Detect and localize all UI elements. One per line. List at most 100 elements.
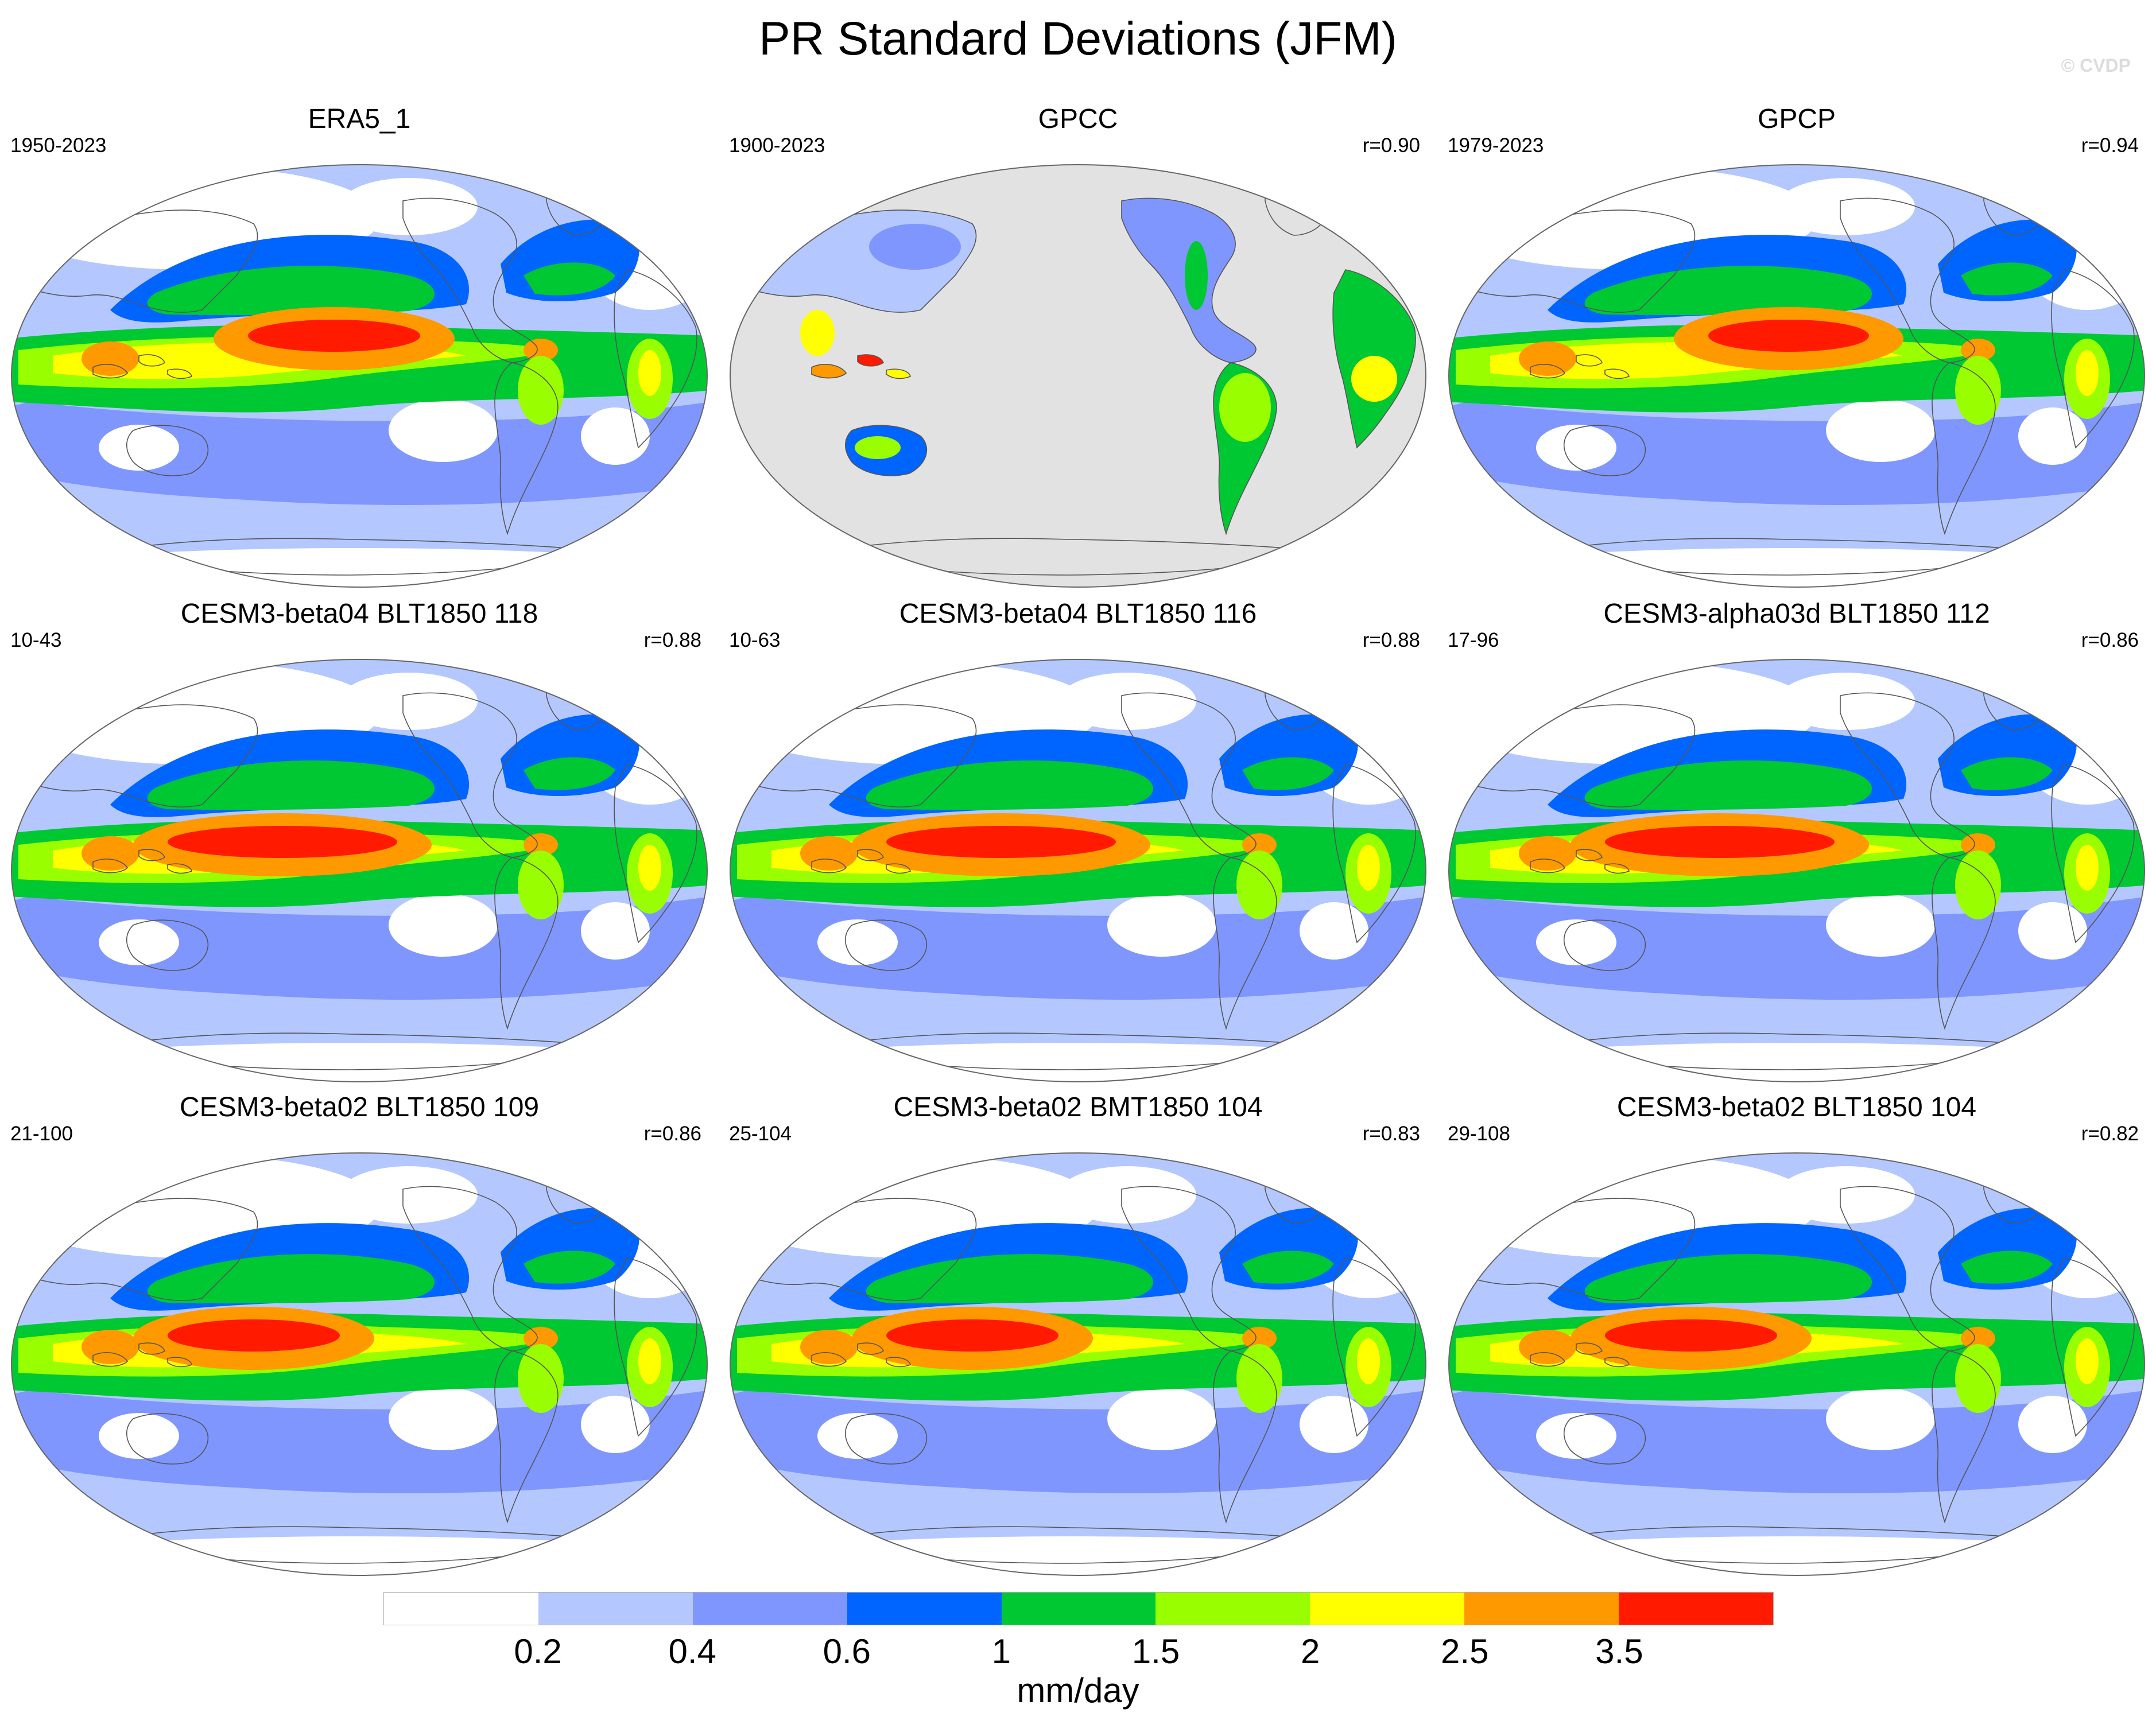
atlantic-itcz-orange (1242, 833, 1277, 857)
coastline-2 (1461, 209, 1696, 313)
coastline-5 (92, 1352, 129, 1367)
colorbar-swatch (1001, 1593, 1156, 1625)
se-pacific-dry (1826, 398, 1935, 463)
coastline-4 (126, 1413, 209, 1465)
se-pacific-dry (389, 893, 498, 957)
coastline-5 (92, 859, 129, 873)
arctic-dry (1058, 1166, 1196, 1224)
map-panel: ERA5_1 1950-2023 (0, 101, 719, 606)
coastline-4 (845, 1413, 928, 1465)
global-map (730, 164, 1426, 588)
arctic-dry (1777, 673, 1915, 730)
coastline-6 (1576, 1342, 1603, 1355)
global-map (1448, 164, 2145, 588)
coastline-1 (1213, 1350, 1277, 1524)
panel-correlation: r=0.83 (1362, 1123, 1420, 1145)
atlantic-itcz-orange (1961, 338, 1995, 362)
panel-years: 1979-2023 (1448, 134, 1544, 157)
colorbar-swatch (1310, 1593, 1465, 1625)
se-atlantic-dry (1300, 1396, 1368, 1453)
atlantic-itcz-orange (523, 833, 558, 857)
atlantic-itcz-orange (1961, 1326, 1995, 1350)
coastline-3 (614, 1257, 697, 1437)
coastline-3 (1332, 269, 1416, 449)
map-border (730, 1152, 1426, 1576)
panel-years: 1900-2023 (729, 134, 825, 157)
coastline-1 (494, 362, 559, 535)
map-border (1448, 164, 2145, 588)
map-fill (730, 659, 1426, 1082)
australia-dry (1536, 1412, 1616, 1459)
coastline-5 (1530, 1352, 1566, 1367)
panel-years: 21-100 (10, 1123, 73, 1145)
colorbar-level-label: 1 (991, 1632, 1011, 1671)
coastline-2 (742, 209, 977, 313)
panel-years: 17-96 (1448, 629, 1499, 651)
africa-convection-core (2076, 845, 2099, 891)
warm-pool-red (886, 1319, 1058, 1352)
atlantic-green (524, 1251, 615, 1284)
colorbar-swatch (538, 1593, 693, 1625)
nw-coast-high (1185, 241, 1208, 310)
panel-title: CESM3-beta02 BLT1850 104 (1616, 1092, 1977, 1123)
coastline-4 (1564, 1413, 1646, 1465)
indian-ocean-orange (1519, 1330, 1576, 1364)
coastline-2 (742, 704, 977, 807)
global-map (11, 1152, 708, 1576)
colorbar-level-label: 1.5 (1131, 1632, 1180, 1671)
global-map (1448, 1152, 2145, 1576)
atlantic-green (1961, 1251, 2053, 1284)
colorbar-labels: 0.2 0.4 0.6 1 1.5 2 2.5 3.5 (383, 1629, 1774, 1675)
coastline-0 (1840, 692, 1975, 858)
map-fill (730, 1153, 1426, 1575)
arctic-dry (340, 1166, 478, 1224)
cvdp-watermark: © CVDP (2061, 55, 2131, 76)
coastline-4 (1564, 919, 1646, 971)
global-map (730, 659, 1426, 1082)
map-fill (11, 1153, 707, 1575)
colorbar-swatch (384, 1593, 538, 1625)
global-map (11, 164, 708, 588)
map-border (730, 164, 1426, 588)
se-pacific-dry (389, 1387, 498, 1451)
north-pacific-green (866, 760, 1153, 810)
coastline-4 (1564, 425, 1646, 476)
se-pacific-dry (389, 398, 498, 463)
coastline-7 (167, 368, 192, 379)
coastline-6 (1576, 354, 1603, 367)
coastline-5 (92, 364, 129, 379)
atlantic-green (524, 757, 615, 790)
coastline-4 (126, 919, 209, 971)
map-panel: CESM3-beta04 BLT1850 116 10-63 r=0.88 (719, 596, 1437, 1101)
coastline-0 (1121, 197, 1257, 363)
global-map (1448, 659, 2145, 1082)
coastline-7 (1604, 1357, 1630, 1368)
map-panel: CESM3-beta02 BLT1850 109 21-100 r=0.86 (0, 1089, 719, 1594)
coastline-7 (167, 1357, 192, 1368)
coastline-3 (2051, 764, 2135, 943)
map-fill (11, 165, 707, 587)
global-map (11, 659, 708, 1082)
coastline-6 (138, 849, 166, 861)
figure-title: PR Standard Deviations (JFM) (759, 13, 1397, 65)
indian-ocean-orange (800, 1330, 858, 1364)
colorbar-level-label: 2 (1300, 1632, 1320, 1671)
north-pacific-green (147, 266, 435, 316)
south-america-convection (1955, 356, 2001, 425)
coastline-0 (1121, 1186, 1257, 1352)
se-atlantic-dry (2018, 407, 2087, 465)
coastline-2 (24, 1198, 258, 1301)
north-australia-high (855, 436, 901, 459)
africa-convection-core (2076, 350, 2099, 396)
coastline-3 (1332, 1257, 1416, 1437)
map-panel: CESM3-beta04 BLT1850 118 10-43 r=0.88 (0, 596, 719, 1101)
coastline-2 (742, 1198, 977, 1301)
panel-title: CESM3-beta02 BMT1850 104 (893, 1092, 1263, 1123)
coastlines (24, 192, 697, 576)
south-america-convection (518, 356, 564, 425)
se-atlantic-dry (2018, 1396, 2087, 1453)
map-border (1448, 1152, 2145, 1576)
north-pacific-green (147, 760, 435, 810)
colorbar-swatch (1619, 1593, 1774, 1625)
panel-title: CESM3-beta02 BLT1850 109 (179, 1092, 540, 1123)
